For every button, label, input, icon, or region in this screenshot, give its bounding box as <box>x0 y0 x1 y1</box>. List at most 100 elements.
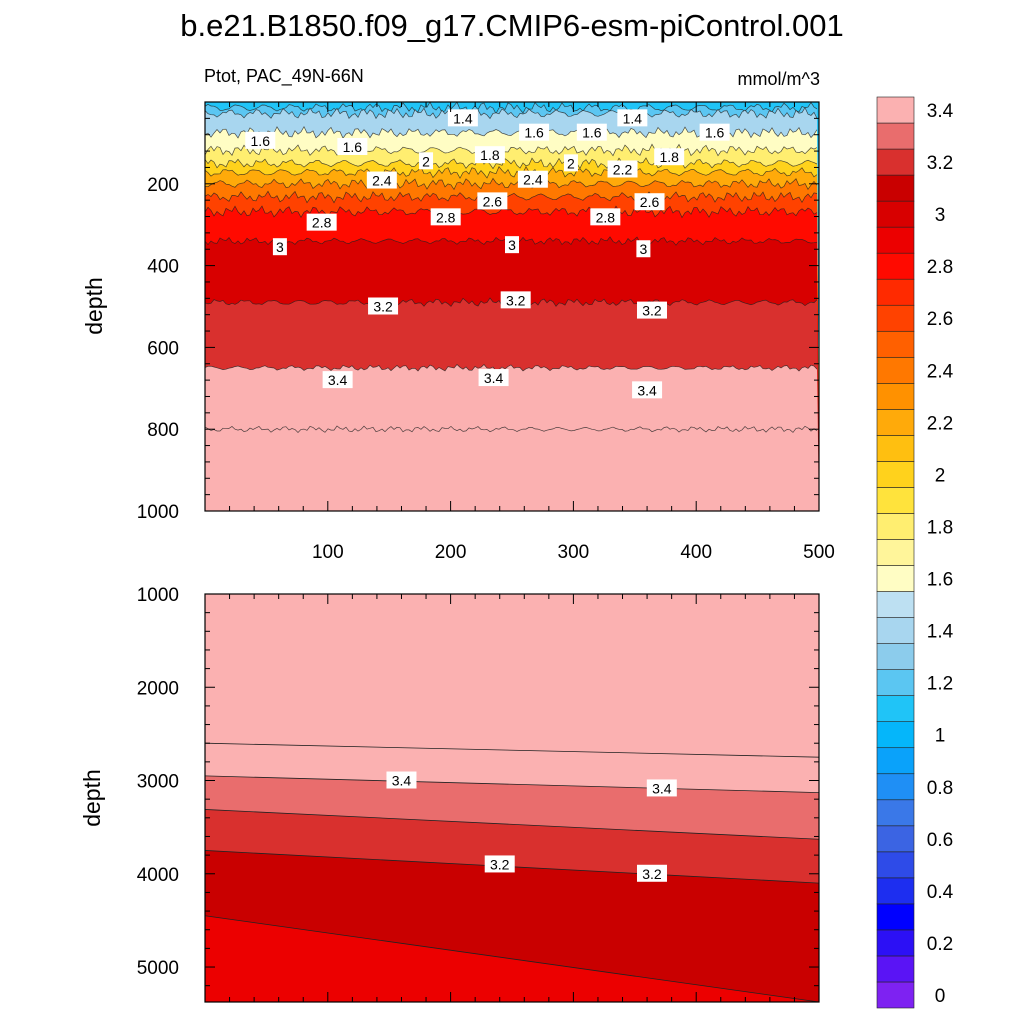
upper-contour-label-text: 1.6 <box>582 125 602 141</box>
colorbar-label: 0.8 <box>927 778 953 799</box>
lower-contour-label: 3.4 <box>646 779 677 797</box>
colorbar-label: 0 <box>935 986 946 1007</box>
upper-contour-label: 3.4 <box>478 369 509 387</box>
colorbar-label: 2.6 <box>927 309 953 330</box>
upper-contour-label-text: 1.4 <box>623 110 643 126</box>
lower-contour-label-text: 3.2 <box>490 856 510 872</box>
colorbar-swatch <box>876 226 915 254</box>
upper-contour-label: 1.6 <box>576 123 607 141</box>
upper-contour-label-text: 1.6 <box>251 133 271 149</box>
lower-contour-label-text: 3.4 <box>652 780 672 796</box>
colorbar-swatch <box>876 487 915 514</box>
upper-contour-line-3.6 <box>205 425 818 433</box>
upper-contour-label: 2.6 <box>634 193 665 211</box>
colorbar-swatch <box>876 96 915 124</box>
colorbar-swatch <box>876 409 915 436</box>
upper-contour-label-box <box>245 131 276 149</box>
colorbar-swatch <box>876 591 915 618</box>
units-label: mmol/m^3 <box>738 69 820 89</box>
lower-contour-label: 3.2 <box>636 864 667 882</box>
upper-contour-label-text: 2.6 <box>640 194 660 210</box>
colorbar-swatch <box>876 851 915 879</box>
upper-y-axis-label: depth <box>81 277 107 335</box>
upper-contour-label-box <box>430 208 461 226</box>
upper-contour-line-1.2 <box>205 102 818 115</box>
upper-contour-label: 3.2 <box>368 297 399 315</box>
upper-contour-label-text: 3.2 <box>642 303 662 319</box>
lower-contour-line-3 <box>205 915 819 1002</box>
upper-contour-label-box <box>607 160 638 178</box>
colorbar-label: 2.2 <box>927 413 953 434</box>
colorbar-swatch <box>876 825 915 853</box>
upper-x-tick-label: 300 <box>558 542 590 563</box>
upper-contour-label-box <box>576 123 607 141</box>
upper-contour-line-2 <box>205 157 818 170</box>
upper-contour-label: 3 <box>636 240 651 258</box>
upper-contour-label-box <box>477 192 508 210</box>
colorbar-swatch <box>876 773 915 801</box>
lower-y-axis-label: depth <box>79 769 105 827</box>
lower-contour-label-box <box>636 864 667 882</box>
lower-y-tick-label: 2000 <box>137 678 179 699</box>
upper-contour-label-box <box>419 152 434 170</box>
upper-x-tick-label: 200 <box>435 542 467 563</box>
colorbar-swatch <box>876 435 915 462</box>
upper-panel: 1.4 1.6 1.6 1.6 1.6 1.4 1.6 2 1.8 2 2.2 1.8 2.4 2.4 2.… <box>81 101 835 563</box>
upper-contour-line-2.8 <box>205 205 818 219</box>
colorbar-labels: 0 0.2 0.4 0.6 0.8 1 1.2 1.4 1.6 1.8 2 2.2 2.4 2.6 2.8 3… <box>927 101 954 1007</box>
colorbar-swatch <box>876 669 915 696</box>
colorbar-swatch <box>876 174 915 202</box>
colorbar-label: 1.2 <box>927 674 953 695</box>
upper-contour-label: 1.8 <box>474 146 505 164</box>
upper-contour-label-text: 1.8 <box>659 149 679 165</box>
colorbar-swatch <box>876 695 915 722</box>
colorbar-label: 1 <box>935 726 946 747</box>
upper-contour-label-text: 3 <box>276 239 284 255</box>
upper-contour-label-box <box>636 301 667 319</box>
upper-contour-label-box <box>699 123 730 141</box>
upper-plot-frame <box>204 101 820 512</box>
upper-contour-label-text: 1.4 <box>453 110 473 126</box>
upper-band-3.6 <box>205 426 819 511</box>
upper-contour-label-text: 3.4 <box>484 370 504 386</box>
lower-contour-label-text: 3.4 <box>392 773 412 789</box>
colorbar-swatch <box>876 565 915 592</box>
lower-contour-label-box <box>386 771 417 789</box>
upper-contour-label-box <box>563 154 578 172</box>
lower-contour-label-box <box>646 779 677 797</box>
upper-contour-label-text: 2 <box>422 153 430 169</box>
lower-contour-label-box <box>484 855 515 873</box>
colorbar-label: 0.6 <box>927 830 953 851</box>
upper-contour-line-1.4 <box>205 106 818 120</box>
lower-y-tick-label: 4000 <box>137 865 179 886</box>
colorbar-swatch <box>876 981 915 1009</box>
upper-contour-label: 1.6 <box>519 123 550 141</box>
upper-contour-labels: 1.4 1.6 1.6 1.6 1.6 1.4 1.6 2 1.8 2 2.2 1.8 2.4 2.4 2.… <box>245 109 730 399</box>
colorbar-swatch <box>876 643 915 670</box>
upper-contour-label-text: 3.2 <box>506 292 526 308</box>
colorbar-swatch <box>876 747 915 775</box>
lower-contour-label: 3.4 <box>386 771 417 789</box>
upper-contour-label: 2.4 <box>517 170 548 188</box>
colorbar-swatch <box>876 383 915 410</box>
upper-contour-label-text: 2.8 <box>436 209 456 225</box>
colorbar-label: 2 <box>935 465 946 486</box>
colorbar-swatch <box>876 929 915 957</box>
upper-contour-label: 2.8 <box>430 208 461 226</box>
upper-contour-label: 2.2 <box>607 160 638 178</box>
upper-contour-label: 3.2 <box>500 291 531 309</box>
upper-y-tick-label: 800 <box>147 420 179 441</box>
colorbar-swatch <box>876 539 915 566</box>
colorbar-label: 3.4 <box>927 101 954 122</box>
colorbar-label: 0.4 <box>927 882 954 903</box>
upper-y-tick-label: 400 <box>147 257 179 278</box>
colorbar-swatch <box>876 122 915 150</box>
upper-contour-label-box <box>447 109 478 127</box>
colorbar-label: 0.2 <box>927 934 953 955</box>
upper-y-tick-label: 600 <box>147 338 179 359</box>
colorbar-swatch <box>876 278 915 306</box>
upper-contour-label: 1.6 <box>699 123 730 141</box>
upper-contour-label-text: 1.8 <box>480 147 500 163</box>
upper-x-tick-label: 100 <box>312 542 344 563</box>
